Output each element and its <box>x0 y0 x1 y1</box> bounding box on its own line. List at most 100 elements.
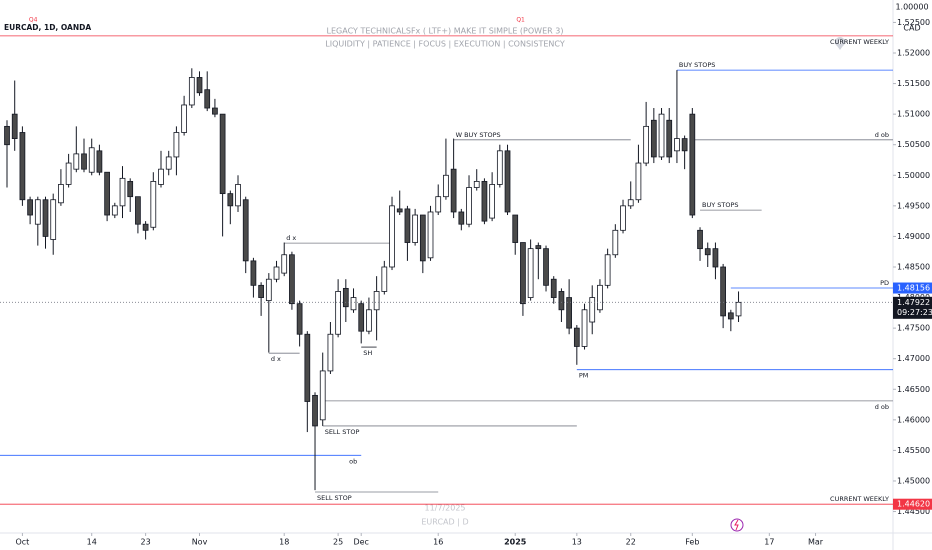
candle-body <box>404 208 411 243</box>
candle-body <box>50 199 57 240</box>
countdown: 09:27:23 <box>897 308 932 317</box>
candle-body <box>4 125 10 146</box>
x-tick-label: 17 <box>764 538 774 547</box>
y-tick-label: 1.45500 <box>897 446 930 455</box>
candle-body <box>212 107 218 115</box>
candle-body <box>34 199 41 225</box>
candle-body <box>473 180 480 188</box>
price-label: 1.48156 <box>897 284 930 293</box>
candle-body <box>258 284 264 298</box>
y-tick-label: 1.47000 <box>897 354 930 363</box>
candle-body <box>489 184 495 219</box>
candle-body <box>219 113 226 195</box>
candle-body <box>435 196 442 213</box>
candle-body <box>573 327 580 347</box>
candle-body <box>88 147 95 173</box>
candle-body <box>550 278 557 298</box>
candle-body <box>643 125 649 164</box>
candle-body <box>427 211 434 259</box>
candle-body <box>265 278 272 302</box>
price-label-box <box>893 498 932 510</box>
y-tick-label: 1.50500 <box>897 140 930 149</box>
candle-body <box>612 229 619 256</box>
quarter-label: Q4 <box>29 17 38 24</box>
candle-body <box>73 153 80 170</box>
price-label-box <box>893 296 932 319</box>
candle-body <box>327 333 334 372</box>
candle-body <box>58 184 64 204</box>
candle-body <box>358 303 365 332</box>
y-tick-label: 1.51000 <box>897 110 930 119</box>
candle-body <box>342 287 349 308</box>
event-icon[interactable] <box>730 518 744 532</box>
candle-body <box>481 180 488 222</box>
level-label: W BUY STOPS <box>456 131 501 139</box>
level-label: BUY STOPS <box>679 61 716 69</box>
y-tick-label: 1.47500 <box>897 324 930 333</box>
x-tick-label: Dec <box>353 538 368 547</box>
candle-body <box>142 223 149 231</box>
candle-body <box>566 297 572 329</box>
candle-body <box>281 254 288 274</box>
quarter-label: Q1 <box>516 17 525 24</box>
candle-body <box>450 168 457 213</box>
candle-body <box>681 138 688 152</box>
x-tick-label: 22 <box>626 538 636 547</box>
candle-body <box>81 153 87 170</box>
candle-body <box>620 205 626 231</box>
candle-body <box>712 248 719 268</box>
candle-body <box>188 77 195 106</box>
y-tick-label: 1.48500 <box>897 262 930 271</box>
candle-body <box>558 291 565 311</box>
level-label: CURRENT WEEKLY <box>830 495 889 503</box>
candle-body <box>165 156 172 170</box>
candle-body <box>635 162 642 201</box>
candle-body <box>19 132 26 201</box>
candle-body <box>42 199 49 237</box>
candle-body <box>666 119 673 158</box>
candle-body <box>27 199 33 216</box>
candle-body <box>65 162 72 185</box>
watermark-ticker: EURCAD | D <box>421 518 468 527</box>
y-tick-label: 1.46500 <box>897 385 930 394</box>
candle-body <box>104 171 110 216</box>
level-label: PD <box>880 279 889 287</box>
candle-body <box>458 211 465 225</box>
level-label: SH <box>363 349 372 357</box>
level-label: PM <box>579 372 589 380</box>
candle-body <box>466 187 472 225</box>
y-tick-label: 1.50000 <box>897 171 930 180</box>
candle-body <box>350 297 357 311</box>
candle-body <box>11 113 18 139</box>
candle-body <box>389 205 395 268</box>
candle-body <box>720 266 726 317</box>
candle-body <box>419 214 426 262</box>
candle-body <box>496 150 503 185</box>
level-label: ob <box>349 457 357 465</box>
candle-body <box>735 301 742 317</box>
candle-body <box>604 254 611 286</box>
y-tick-label: 1.46000 <box>897 415 930 424</box>
candle-body <box>512 214 519 243</box>
candle-body <box>520 242 526 305</box>
candle-body <box>697 229 703 250</box>
candle-body <box>289 254 295 305</box>
candle-body <box>235 184 241 207</box>
candle-body <box>381 266 388 292</box>
candle-body <box>527 248 534 298</box>
watermark-date: 11/7/2025 <box>424 504 465 513</box>
level-label: d ob <box>875 131 889 139</box>
candle-body <box>196 77 203 94</box>
currency: CAD <box>903 24 920 33</box>
x-tick-label: 2025 <box>504 538 527 547</box>
x-tick-label: 18 <box>279 538 289 547</box>
x-tick-label: Mar <box>808 538 824 547</box>
candle-body <box>304 333 311 402</box>
candle-body <box>319 370 326 421</box>
y-tick-label: 1.51500 <box>897 79 930 88</box>
candle-body <box>535 245 542 250</box>
level-label: d ob <box>875 403 889 411</box>
candle-body <box>727 312 734 320</box>
